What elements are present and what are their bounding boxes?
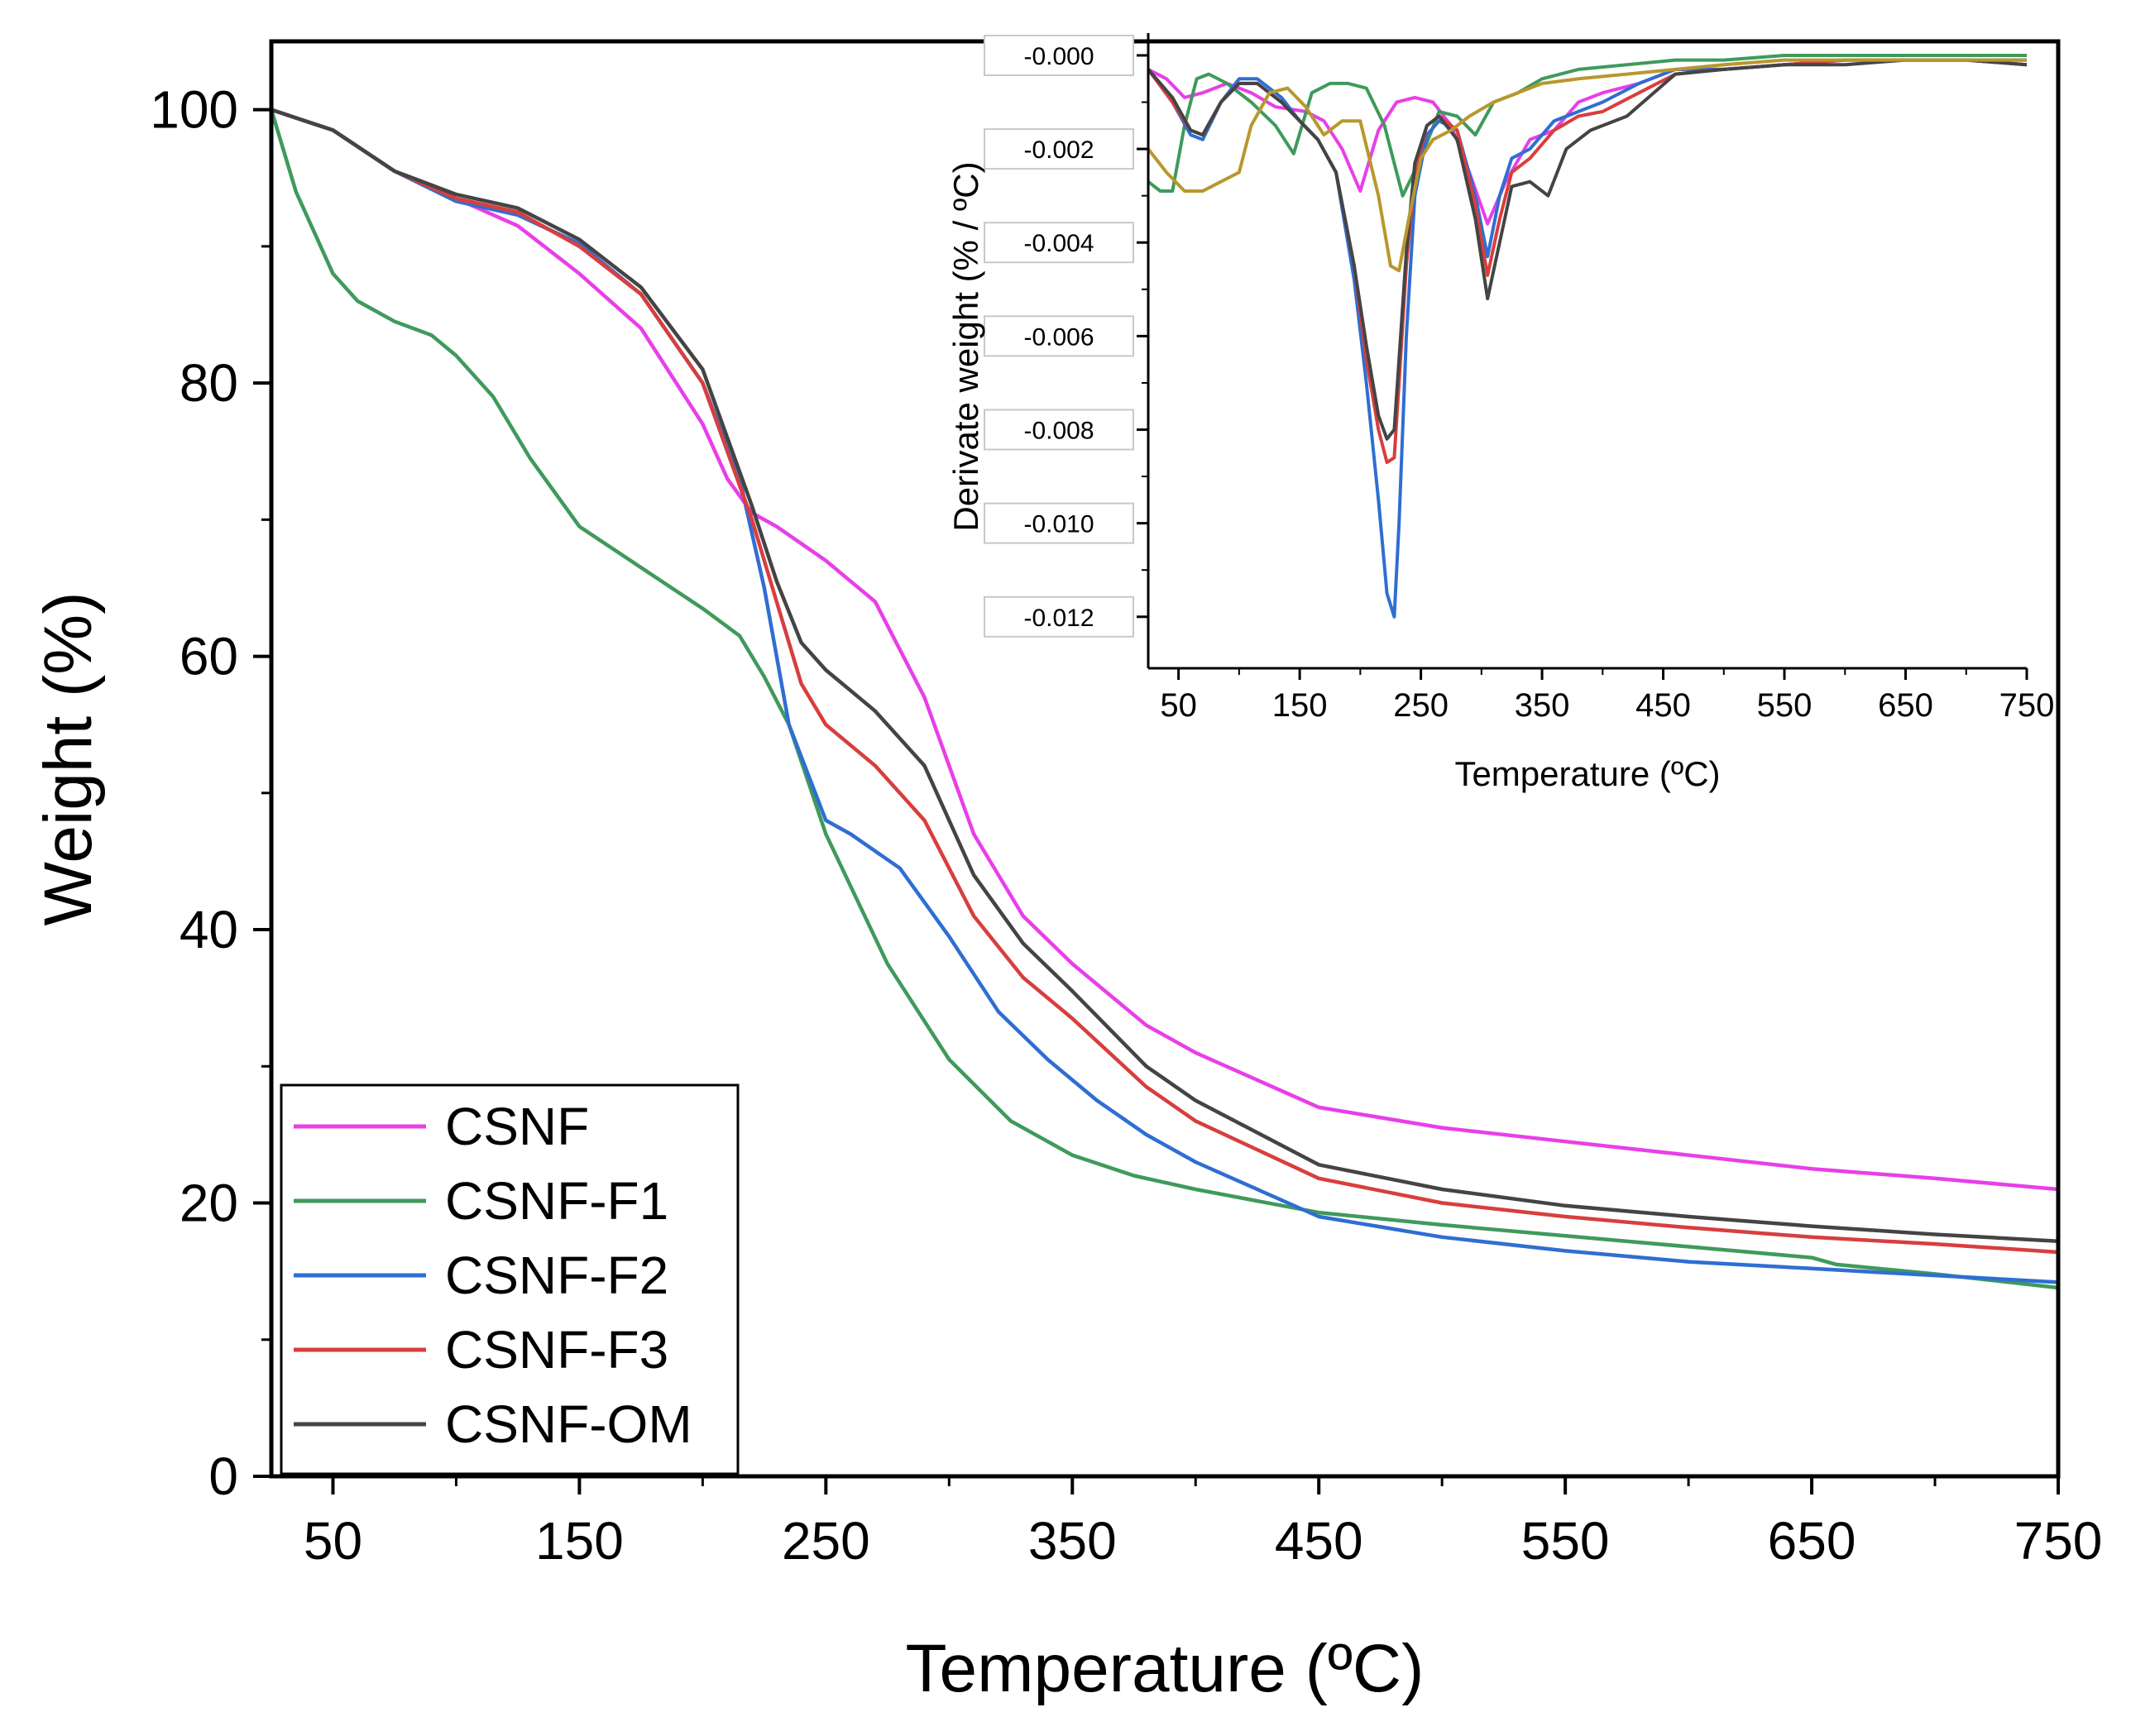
main-y-tick-label: 60 bbox=[180, 627, 238, 686]
inset-series-line-csnf-f1 bbox=[1147, 54, 2027, 198]
inset-x-tick-label: 250 bbox=[1393, 687, 1449, 724]
main-x-axis-title: Temperature (ºC) bbox=[906, 1631, 1425, 1706]
main-x-tick-label: 350 bbox=[1028, 1511, 1117, 1571]
legend: CSNF CSNF-F1 CSNF-F2 CSNF-F3 CSNF-OM bbox=[280, 1083, 740, 1475]
main-x-axis: 50 150 250 350 450 550 650 750 bbox=[304, 1476, 2103, 1571]
legend-label-csnf-f2: CSNF-F2 bbox=[445, 1246, 668, 1305]
main-y-axis-title: Weight (%) bbox=[31, 591, 106, 925]
main-y-tick-label: 40 bbox=[180, 900, 238, 959]
inset-y-tick-label-box bbox=[984, 409, 1134, 451]
inset-y-tick-label: -0.012 bbox=[1023, 605, 1094, 632]
main-y-axis: 0 20 40 60 80 100 bbox=[150, 80, 271, 1506]
inset-y-axis-title: Derivate weight (% / ºC) bbox=[946, 161, 985, 531]
legend-label-csnf-f1: CSNF-F1 bbox=[445, 1171, 668, 1231]
main-x-tick-label: 650 bbox=[1768, 1511, 1856, 1571]
inset-series-group bbox=[1147, 54, 2028, 619]
main-plot: 50 150 250 350 450 550 650 750 0 20 40 60 80 100 Tem… bbox=[31, 39, 2103, 1706]
main-x-tick-label: 750 bbox=[2014, 1511, 2103, 1571]
main-x-tick-label: 250 bbox=[782, 1511, 870, 1571]
inset-plot: 50 150 250 350 450 550 650 750 -0.012-0.010-0.0… bbox=[946, 33, 2054, 793]
main-x-tick-label: 50 bbox=[304, 1511, 362, 1571]
inset-y-axis: -0.012 -0.010 -0.008 -0.006 -0.004 -0.002 -0.0… bbox=[984, 34, 1148, 638]
legend-label-csnf-f3: CSNF-F3 bbox=[445, 1320, 668, 1380]
legend-label-csnf: CSNF bbox=[445, 1097, 589, 1156]
inset-y-tick-label-box bbox=[984, 128, 1134, 170]
inset-x-tick-label: 50 bbox=[1160, 687, 1197, 724]
legend-box bbox=[280, 1083, 740, 1475]
inset-y-tick-label-box bbox=[984, 502, 1134, 544]
main-x-tick-label: 550 bbox=[1521, 1511, 1610, 1571]
inset-y-tick-label: -0.006 bbox=[1023, 323, 1094, 351]
inset-x-tick-label: 450 bbox=[1635, 687, 1691, 724]
main-y-tick-label: 0 bbox=[208, 1447, 238, 1506]
inset-y-tick-label: -0.000 bbox=[1023, 43, 1094, 70]
inset-x-tick-label: 650 bbox=[1878, 687, 1933, 724]
inset-series-line-csnf-om bbox=[1147, 58, 2028, 441]
inset-x-axis: 50 150 250 350 450 550 650 750 bbox=[1160, 668, 2054, 724]
inset-y-tick-label-box bbox=[984, 34, 1134, 76]
inset-y-tick-label: -0.010 bbox=[1023, 511, 1094, 538]
inset-y-tick-label-box bbox=[984, 222, 1134, 264]
inset-x-tick-label: 550 bbox=[1757, 687, 1813, 724]
inset-x-tick-label: 150 bbox=[1272, 687, 1328, 724]
main-y-tick-label: 20 bbox=[180, 1174, 238, 1233]
inset-x-tick-label: 350 bbox=[1515, 687, 1570, 724]
inset-y-tick-label: -0.002 bbox=[1023, 136, 1094, 164]
inset-x-tick-label: 750 bbox=[1999, 687, 2055, 724]
inset-y-tick-label: -0.008 bbox=[1023, 418, 1094, 445]
main-y-tick-label: 100 bbox=[150, 80, 238, 140]
inset-x-axis-title: Temperature (ºC) bbox=[1454, 754, 1720, 793]
main-series-line-csnf-f3 bbox=[271, 108, 2059, 1255]
main-series-line-csnf-f1 bbox=[269, 108, 2059, 1290]
inset-axes bbox=[1147, 33, 2027, 670]
main-series-line-csnf bbox=[271, 108, 2059, 1192]
inset-y-tick-label: -0.004 bbox=[1023, 230, 1094, 257]
main-series-group bbox=[269, 108, 2059, 1290]
main-y-tick-label: 80 bbox=[180, 353, 238, 413]
main-series-line-csnf-om bbox=[271, 108, 2059, 1244]
main-x-tick-label: 150 bbox=[535, 1511, 624, 1571]
main-plot-frame bbox=[269, 39, 2061, 1479]
inset-series-line-unlabeled-gold bbox=[1147, 58, 2027, 273]
main-x-tick-label: 450 bbox=[1275, 1511, 1363, 1571]
legend-items: CSNF CSNF-F1 CSNF-F2 CSNF-F3 CSNF-OM bbox=[294, 1097, 692, 1454]
legend-label-csnf-om: CSNF-OM bbox=[445, 1394, 692, 1454]
inset-y-tick-label-box bbox=[984, 595, 1134, 638]
inset-y-tick-label-box bbox=[984, 315, 1134, 357]
